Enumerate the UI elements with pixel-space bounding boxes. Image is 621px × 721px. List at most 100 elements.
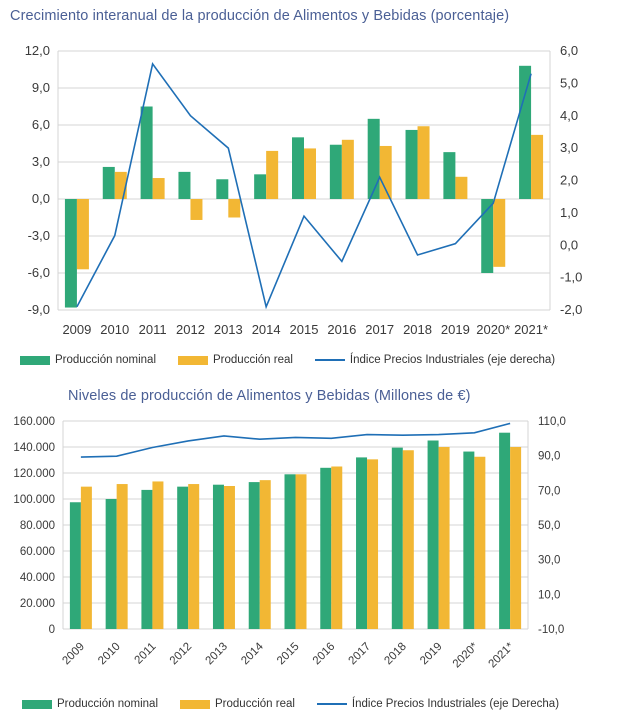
chart2-bar-nominal bbox=[69, 502, 81, 629]
chart1-bar-nominal bbox=[178, 171, 191, 199]
chart2-ytick-right: -10,0 bbox=[538, 624, 564, 636]
chart2-xtick: 2020* bbox=[451, 640, 481, 670]
chart2-bar-real bbox=[331, 466, 343, 629]
chart1-xtick: 2018 bbox=[403, 322, 432, 337]
chart1-title: Crecimiento interanual de la producción … bbox=[10, 8, 510, 24]
chart2-bar-nominal bbox=[427, 440, 439, 629]
chart1-bar-nominal bbox=[216, 179, 229, 199]
chart1-ytick-left: 3,0 bbox=[32, 154, 50, 169]
chart2-bar-real bbox=[80, 486, 92, 629]
chart1-ytick-right: 1,0 bbox=[560, 205, 578, 220]
chart1-xtick: 2011 bbox=[139, 322, 167, 337]
chart2-line-index bbox=[80, 422, 511, 458]
legend-label-index: Índice Precios Industriales (eje derecha… bbox=[349, 354, 556, 366]
chart2-bar-real bbox=[116, 484, 128, 629]
chart1-ytick-right: 3,0 bbox=[560, 140, 578, 155]
chart1-bar-nominal bbox=[140, 106, 153, 199]
chart1-xtick: 2010 bbox=[100, 322, 129, 337]
chart2-xtick: 2021* bbox=[486, 640, 516, 670]
chart1-ytick-left: 9,0 bbox=[32, 80, 50, 95]
chart1-ytick-left: -6,0 bbox=[28, 265, 50, 280]
legend-line-index bbox=[314, 359, 345, 361]
chart1-ytick-right: 5,0 bbox=[560, 75, 578, 90]
chart1-ytick-right: 2,0 bbox=[560, 173, 578, 188]
chart2-ytick-left: 20.000 bbox=[20, 598, 55, 610]
chart1-bar-nominal bbox=[254, 174, 267, 199]
chart1-bar-real bbox=[455, 176, 468, 199]
chart2-bar-nominal bbox=[499, 432, 511, 629]
chart1-xtick: 2015 bbox=[290, 322, 319, 337]
chart1-bar-nominal bbox=[102, 166, 115, 199]
legend2-label-nominal: Producción nominal bbox=[57, 698, 159, 710]
chart1-xtick: 2016 bbox=[327, 322, 356, 337]
chart1-bar-nominal bbox=[443, 152, 456, 199]
chart2-bar-nominal bbox=[248, 482, 260, 629]
chart2-ytick-left: 100.000 bbox=[13, 494, 55, 506]
legend2-label-index: Índice Precios Industriales (eje Derecha… bbox=[351, 698, 560, 710]
chart1-bar-real bbox=[341, 139, 354, 199]
chart2-ytick-left: 40.000 bbox=[20, 572, 55, 584]
legend2-line-index bbox=[316, 703, 347, 705]
chart2-xtick: 2009 bbox=[60, 641, 87, 668]
chart2-ytick-right: 30,0 bbox=[538, 555, 560, 567]
chart2-ytick-right: 90,0 bbox=[538, 451, 560, 463]
chart1-bar-nominal bbox=[367, 118, 380, 199]
chart1-legend: Producción nominal Producción real Índic… bbox=[20, 354, 555, 366]
chart2-ytick-left: 140.000 bbox=[13, 442, 55, 454]
chart2-ytick-right: 70,0 bbox=[538, 485, 560, 497]
chart1-ytick-left: 12,0 bbox=[25, 43, 50, 58]
chart1-ytick-left: 6,0 bbox=[32, 117, 50, 132]
chart2-bar-nominal bbox=[284, 474, 296, 629]
chart2-xtick: 2010 bbox=[96, 641, 123, 668]
chart2-ytick-left: 60.000 bbox=[20, 546, 55, 558]
chart2-xtick: 2017 bbox=[347, 641, 374, 668]
chart2-bar-real bbox=[474, 456, 486, 629]
chart2-xtick: 2019 bbox=[418, 641, 445, 668]
chart1-xtick: 2020* bbox=[476, 322, 510, 337]
chart2-bar-nominal bbox=[105, 499, 117, 629]
chart1-ytick-right: -1,0 bbox=[560, 270, 582, 285]
chart1-bar-real bbox=[379, 145, 392, 199]
chart1-plot: 12,0 9,0 6,0 3,0 0,0 -3,0 -6,0 -9,0 6,0 5,0 4,0 3,0… bbox=[25, 43, 583, 337]
chart2-xtick: 2013 bbox=[204, 641, 231, 668]
chart1-line-index bbox=[76, 62, 532, 310]
chart1-ytick-left: -9,0 bbox=[28, 302, 50, 317]
chart2-bar-real bbox=[152, 481, 164, 629]
chart2-bar-nominal bbox=[391, 447, 403, 629]
chart2-xtick: 2016 bbox=[311, 641, 338, 668]
chart1-bar-real bbox=[531, 134, 544, 199]
chart2-bar-real bbox=[367, 459, 379, 629]
chart1-bar-real bbox=[417, 126, 430, 199]
legend2-swatch-real bbox=[180, 699, 211, 709]
chart1-bar-real bbox=[190, 199, 203, 220]
chart1-bar-real bbox=[76, 199, 89, 270]
chart2-bar-real bbox=[510, 447, 522, 629]
chart2-xtick: 2014 bbox=[239, 640, 266, 667]
chart2-xtick: 2012 bbox=[168, 641, 195, 668]
chart2-bar-nominal bbox=[320, 467, 332, 629]
chart2-bar-nominal bbox=[141, 489, 153, 629]
chart2-ytick-left: 80.000 bbox=[20, 520, 55, 532]
chart2-ytick-left: 160.000 bbox=[13, 416, 55, 428]
chart2-xtick: 2011 bbox=[133, 641, 159, 667]
chart1-ytick-left: -3,0 bbox=[28, 228, 50, 243]
chart1-bar-nominal bbox=[329, 144, 342, 199]
chart1-ytick-right: 4,0 bbox=[560, 108, 578, 123]
chart2-ytick-right: 110,0 bbox=[538, 416, 566, 428]
chart1-bar-real bbox=[493, 199, 506, 267]
chart1-ytick-right: 0,0 bbox=[560, 237, 578, 252]
chart1-xtick: 2014 bbox=[252, 322, 281, 337]
chart2-bar-real bbox=[223, 486, 235, 629]
chart1-bar-nominal bbox=[405, 129, 418, 199]
chart2-bar-real bbox=[295, 474, 307, 629]
chart1-ytick-left: 0,0 bbox=[32, 191, 50, 206]
legend2-swatch-nominal bbox=[22, 699, 52, 709]
chart1-xtick: 2017 bbox=[365, 322, 394, 337]
chart1-xtick: 2019 bbox=[441, 322, 470, 337]
chart2-xtick: 2015 bbox=[275, 641, 302, 668]
legend2-label-real: Producción real bbox=[215, 698, 295, 710]
chart2-xtick: 2018 bbox=[382, 641, 409, 668]
chart2-bar-real bbox=[438, 447, 450, 629]
legend-swatch-nominal bbox=[20, 355, 50, 365]
chart1-xtick: 2013 bbox=[214, 322, 243, 337]
